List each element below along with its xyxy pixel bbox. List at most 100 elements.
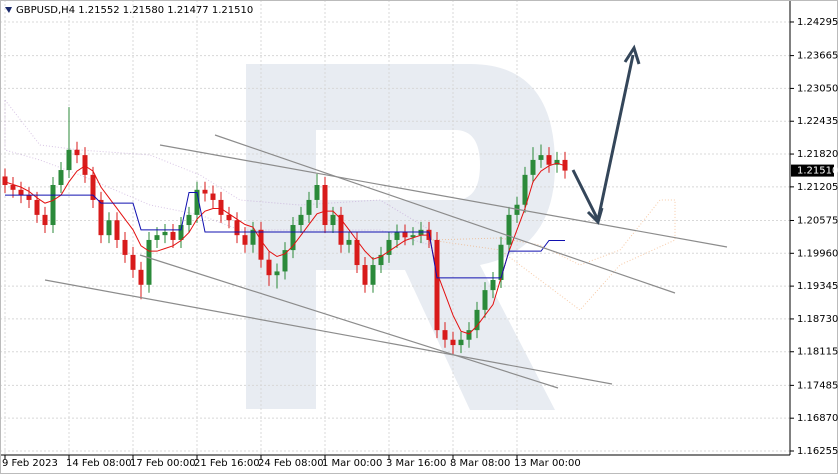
candle-body [258,229,264,260]
current-price-box [791,164,834,177]
candle-body [66,149,72,171]
candle-body [234,220,240,236]
x-tick-label: 9 Feb 2023 [2,458,58,469]
candle-body [154,235,160,240]
y-tick-label: 1.19345 [797,281,838,292]
symbol-icon [5,7,12,13]
candle-body [378,254,384,266]
candle-body [90,174,96,200]
candle-body [458,339,464,346]
indicator-line [5,191,565,279]
candle-body [298,214,304,226]
x-tick-label: 24 Feb 08:00 [258,458,324,469]
candle-body [386,239,392,255]
candle-body [146,239,152,285]
candle-body [370,265,376,285]
y-tick-label: 1.19960 [797,248,838,259]
x-tick-label: 17 Feb 00:00 [130,458,196,469]
candle-body [538,155,544,160]
candle-body [10,184,16,190]
candle-body [362,265,368,285]
candle-body [466,330,472,340]
candle-body [266,259,272,276]
y-tick-label: 1.23665 [797,51,838,62]
current-price-label: 1.21510 [797,166,838,177]
y-tick-label: 1.17485 [797,380,838,391]
candle-body [186,214,192,226]
candle-body [226,214,232,221]
candle-body [498,244,504,280]
y-tick-label: 1.24295 [797,17,838,28]
candle-body [306,199,312,215]
candle-body [114,220,120,240]
candle-body [106,220,112,236]
candle-body [402,232,408,238]
plot [2,107,568,356]
y-tick-label: 1.22435 [797,116,838,127]
candle-body [322,184,328,226]
candle-body [554,159,560,165]
candle-body [242,235,248,245]
candle-body [562,159,568,171]
candle-body [58,170,64,185]
candle-body [178,225,184,240]
candle-body [122,239,128,255]
candle-body [26,195,32,200]
candle-body [442,330,448,340]
y-tick-label: 1.18115 [797,347,838,358]
y-tick-label: 1.20575 [797,215,838,226]
header: GBPUSD,H4 1.21552 1.21580 1.21477 1.2151… [16,5,253,16]
candle-body [34,199,40,215]
candle-body [210,193,216,200]
candle-body [42,214,48,226]
candle-body [98,199,104,236]
candle-body [194,189,200,215]
candle-body [250,229,256,245]
candle-body [482,290,488,310]
candle-body [82,155,88,175]
candle-body [330,214,336,226]
candle-body [354,239,360,266]
candle-body [18,189,24,196]
candle-body [546,155,552,165]
candle-body [2,176,8,185]
x-tick-label: 1 Mar 00:00 [322,458,382,469]
candle-body [314,184,320,200]
indicator-line [4,162,566,335]
x-tick-label: 21 Feb 16:00 [194,458,260,469]
candle-body [346,239,352,245]
x-tick-label: 14 Feb 08:00 [66,458,132,469]
candle-body [130,254,136,270]
x-tick-label: 13 Mar 00:00 [514,458,581,469]
y-tick-label: 1.16255 [797,446,838,457]
candle-body [282,250,288,272]
candle-body [138,269,144,285]
y-tick-label: 1.21205 [797,182,838,193]
candle-body [338,214,344,245]
candle-body [522,174,528,205]
candle-body [290,225,296,251]
y-tick-label: 1.16870 [797,413,838,424]
candle-body [202,189,208,194]
candle-body [490,279,496,291]
candle-body [474,309,480,331]
candle-body [274,271,280,276]
candle-body [530,159,536,175]
candle-body [162,231,168,236]
x-tick-label: 3 Mar 16:00 [386,458,446,469]
candle-body [74,149,80,156]
trend-lines [44,134,728,389]
y-tick-label: 1.18730 [797,314,838,325]
candle-body [410,235,416,238]
candle-body [50,184,56,226]
forecast-arrow [571,44,641,225]
y-tick-label: 1.23050 [797,83,838,94]
candle-body [394,232,400,240]
y-tick-label: 1.21820 [797,149,838,160]
candle-body [218,199,224,215]
candle-body [170,231,176,240]
candle-body [434,239,440,331]
candle-body [450,339,456,346]
x-tick-label: 8 Mar 08:00 [450,458,510,469]
